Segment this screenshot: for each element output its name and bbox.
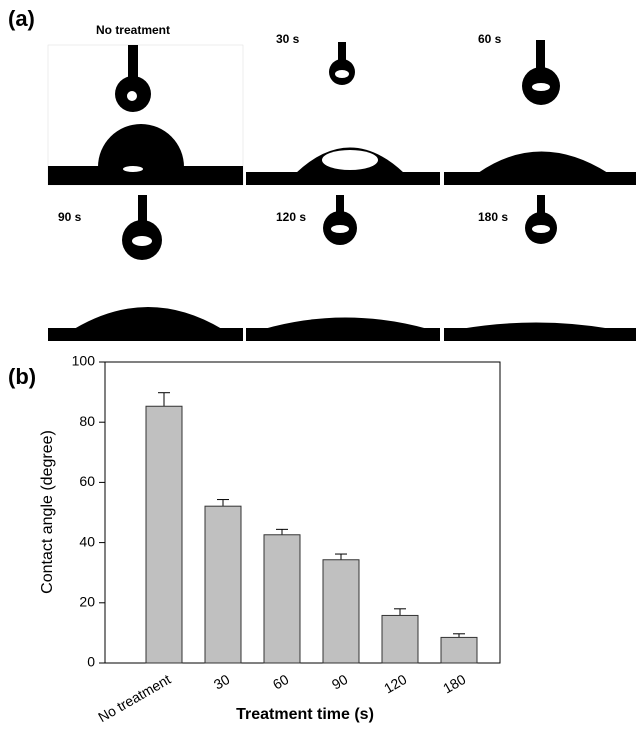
reflection — [322, 150, 378, 170]
needle — [336, 195, 344, 213]
image-label: 120 s — [276, 210, 306, 224]
x-tick-label: No treatment — [95, 671, 173, 725]
bar — [145, 405, 183, 664]
x-tick-label: 30 — [211, 671, 233, 693]
x-axis-label: Treatment time (s) — [236, 706, 374, 723]
y-tick-label: 60 — [79, 473, 95, 489]
highlight — [127, 91, 137, 101]
image-label: 180 s — [478, 210, 508, 224]
bar — [440, 636, 478, 664]
reflection — [123, 166, 143, 172]
x-tick-label: 90 — [329, 671, 351, 693]
bar — [263, 534, 301, 664]
needle — [537, 195, 545, 213]
substrate — [444, 172, 636, 185]
highlight — [532, 225, 550, 233]
droplet-images — [47, 40, 636, 341]
x-tick-label: 120 — [381, 671, 409, 697]
plot-frame — [104, 361, 501, 664]
x-tick-label: 60 — [270, 671, 292, 693]
image-label: 90 s — [58, 210, 82, 224]
substrate — [246, 172, 440, 185]
substrate — [444, 328, 636, 341]
substrate — [48, 166, 243, 185]
bar — [381, 614, 419, 664]
image-label: 60 s — [478, 32, 502, 46]
substrate — [246, 328, 440, 341]
y-tick-label: 0 — [87, 654, 95, 670]
substrate — [48, 328, 243, 341]
y-tick-label: 80 — [79, 413, 95, 429]
needle — [536, 40, 545, 70]
highlight — [335, 70, 349, 78]
y-axis-label: Contact angle (degree) — [39, 430, 56, 594]
panel-label: (b) — [8, 364, 36, 389]
bar — [322, 559, 360, 664]
bar — [204, 505, 242, 664]
highlight — [132, 236, 152, 246]
x-tick-label: 180 — [440, 671, 468, 697]
drop — [74, 307, 222, 329]
panel-label: (a) — [8, 6, 35, 31]
y-tick-label: 40 — [79, 533, 95, 549]
image-label: 30 s — [276, 32, 300, 46]
needle — [128, 45, 138, 77]
needle — [338, 42, 346, 62]
drop — [264, 317, 428, 329]
needle — [138, 195, 147, 225]
highlight — [331, 225, 349, 233]
highlight — [532, 83, 550, 91]
drop — [460, 322, 612, 329]
image-label: No treatment — [96, 23, 170, 37]
y-tick-label: 100 — [72, 353, 96, 369]
y-tick-label: 20 — [79, 594, 95, 610]
drop — [478, 151, 608, 173]
drop — [98, 124, 184, 167]
